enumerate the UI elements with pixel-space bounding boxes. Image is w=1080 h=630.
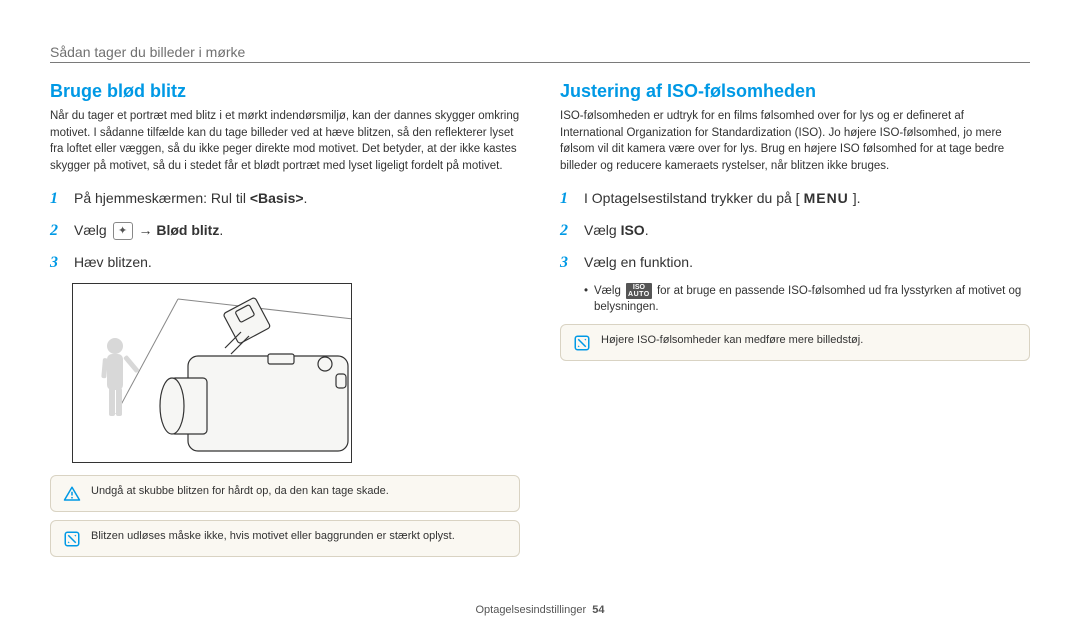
step-text: Hæv blitzen. — [74, 252, 520, 273]
step-3: 3 Hæv blitzen. — [50, 251, 520, 275]
step-text: Vælg → Blød blitz. — [74, 220, 520, 241]
step-text: På hjemmeskærmen: Rul til <Basis>. — [74, 188, 520, 209]
footer-page: 54 — [592, 604, 604, 616]
step-num: 3 — [50, 251, 64, 275]
warning-note: Undgå at skubbe blitzen for hårdt op, da… — [50, 475, 520, 512]
warning-icon — [63, 485, 81, 503]
step-num: 2 — [560, 219, 574, 243]
step-1: 1 På hjemmeskærmen: Rul til <Basis>. — [50, 187, 520, 211]
illustration-svg — [73, 284, 352, 463]
r-step-3: 3 Vælg en funktion. — [560, 251, 1030, 275]
right-column: Justering af ISO-følsomheden ISO-følsomh… — [560, 81, 1030, 565]
warning-text: Undgå at skubbe blitzen for hårdt op, da… — [91, 484, 389, 499]
step-text: Vælg ISO. — [584, 220, 1030, 241]
step-2: 2 Vælg → Blød blitz. — [50, 219, 520, 243]
info-text-right: Højere ISO-følsomheder kan medføre mere … — [601, 333, 863, 348]
page-footer: Optagelsesindstillinger 54 — [0, 604, 1080, 616]
menu-button-label: MENU — [802, 188, 851, 209]
header-rule — [50, 62, 1030, 63]
page: Sådan tager du billeder i mørke Bruge bl… — [0, 0, 1080, 585]
step-text: Vælg en funktion. — [584, 252, 1030, 273]
right-title: Justering af ISO-følsomheden — [560, 81, 1030, 102]
step-num: 1 — [560, 187, 574, 211]
right-body: ISO-følsomheden er udtryk for en films f… — [560, 108, 1030, 175]
left-column: Bruge blød blitz Når du tager et portræt… — [50, 81, 520, 565]
step-num: 2 — [50, 219, 64, 243]
left-body: Når du tager et portræt med blitz i et m… — [50, 108, 520, 175]
mode-icon — [113, 222, 133, 240]
info-icon — [573, 334, 591, 352]
right-steps: 1 I Optagelsestilstand trykker du på [ME… — [560, 187, 1030, 275]
step-num: 1 — [50, 187, 64, 211]
left-title: Bruge blød blitz — [50, 81, 520, 102]
r-step-1: 1 I Optagelsestilstand trykker du på [ME… — [560, 187, 1030, 211]
breadcrumb: Sådan tager du billeder i mørke — [50, 44, 1030, 60]
right-sub-bullet: Vælg ISOAUTO for at bruge en passende IS… — [560, 283, 1030, 316]
r-step-2: 2 Vælg ISO. — [560, 219, 1030, 243]
info-note-left: Blitzen udløses måske ikke, hvis motivet… — [50, 520, 520, 557]
footer-label: Optagelsesindstillinger — [475, 604, 586, 616]
info-note-right: Højere ISO-følsomheder kan medføre mere … — [560, 324, 1030, 361]
content-columns: Bruge blød blitz Når du tager et portræt… — [50, 81, 1030, 565]
info-text-left: Blitzen udløses måske ikke, hvis motivet… — [91, 529, 455, 544]
iso-auto-icon: ISOAUTO — [626, 283, 652, 299]
step-num: 3 — [560, 251, 574, 275]
left-steps: 1 På hjemmeskærmen: Rul til <Basis>. 2 V… — [50, 187, 520, 275]
camera-illustration — [72, 283, 352, 463]
step-text: I Optagelsestilstand trykker du på [MENU… — [584, 188, 1030, 210]
info-icon — [63, 530, 81, 548]
